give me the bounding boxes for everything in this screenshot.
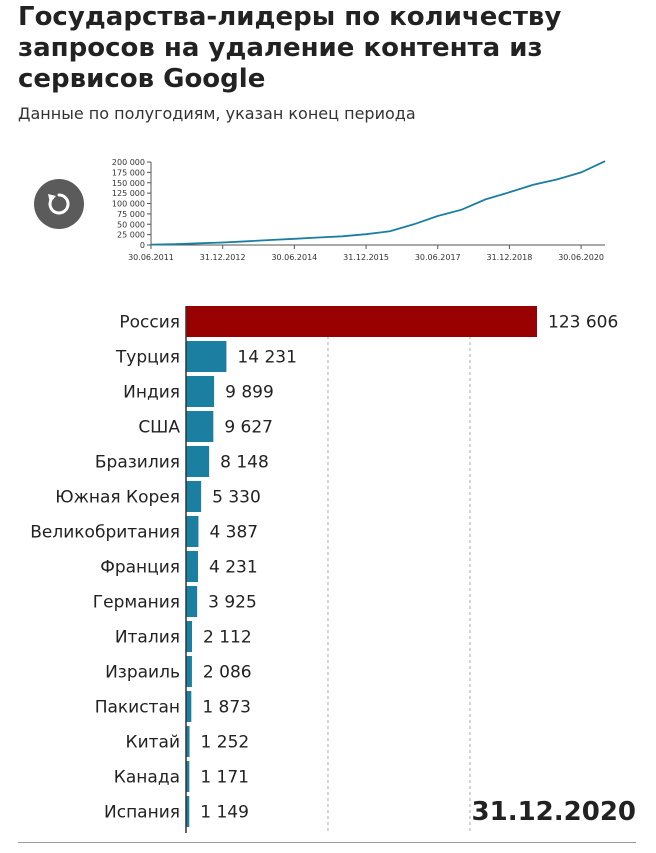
bar-7 xyxy=(186,551,199,582)
bar-chart: Россия 123 606 Турция 14 231 Индия 9 899 США 9 … xyxy=(30,306,618,833)
category-label: Германия xyxy=(93,593,180,613)
timeline-x-tick-label: 30.06.2017 xyxy=(415,253,461,262)
bar-2 xyxy=(186,376,215,407)
value-label: 14 231 xyxy=(237,348,296,368)
value-label: 3 925 xyxy=(208,593,257,613)
value-label: 123 606 xyxy=(548,313,618,333)
bar-5 xyxy=(186,481,202,512)
category-label: Канада xyxy=(114,768,180,788)
category-label: Индия xyxy=(123,383,180,403)
bar-1 xyxy=(186,341,227,372)
timeline-series-line xyxy=(150,160,606,246)
value-label: 9 627 xyxy=(224,418,273,438)
timeline-y-tick-label: 200 000 xyxy=(112,158,145,167)
timeline-x-tick-label: 31.12.2012 xyxy=(200,253,246,262)
timeline-y-tick-label: 125 000 xyxy=(112,189,145,198)
category-label: Пакистан xyxy=(95,698,180,718)
category-label: Южная Корея xyxy=(55,488,180,508)
category-label: Франция xyxy=(100,558,180,578)
timeline-y-tick-label: 0 xyxy=(140,241,145,250)
replay-button[interactable] xyxy=(34,179,84,229)
category-label: Китай xyxy=(126,733,181,753)
bar-8 xyxy=(186,586,198,617)
value-label: 8 148 xyxy=(220,453,269,473)
value-label: 1 873 xyxy=(202,698,251,718)
value-label: 5 330 xyxy=(212,488,261,508)
category-label: Бразилия xyxy=(95,453,180,473)
category-label: Великобритания xyxy=(30,523,180,543)
value-label: 4 387 xyxy=(209,523,258,543)
category-label: Израиль xyxy=(105,663,180,683)
timeline-y-tick-label: 75 000 xyxy=(117,210,145,219)
bar-11 xyxy=(186,691,192,722)
bar-9 xyxy=(186,621,192,652)
bar-10 xyxy=(186,656,192,687)
timeline-x-tick-label: 31.12.2015 xyxy=(343,253,389,262)
bar-12 xyxy=(186,726,190,757)
timeline-x-tick-label: 31.12.2018 xyxy=(487,253,533,262)
bar-6 xyxy=(186,516,199,547)
timeline-y-tick-label: 25 000 xyxy=(117,231,145,240)
category-label: Испания xyxy=(104,803,180,823)
chart-subtitle: Данные по полугодиям, указан конец перио… xyxy=(18,104,416,123)
bottom-divider xyxy=(18,842,636,843)
bar-4 xyxy=(186,446,210,477)
replay-icon xyxy=(48,193,70,215)
timeline-y-tick-label: 50 000 xyxy=(117,220,145,229)
period-label: 31.12.2020 xyxy=(471,797,636,827)
bar-14 xyxy=(186,796,190,827)
timeline-y-tick-label: 175 000 xyxy=(112,168,145,177)
value-label: 9 899 xyxy=(225,383,274,403)
value-label: 1 171 xyxy=(200,768,249,788)
value-label: 4 231 xyxy=(209,558,258,578)
bar-0 xyxy=(186,306,537,337)
chart-title: Государства-лидеры по количеству запросо… xyxy=(18,2,562,94)
value-label: 2 112 xyxy=(203,628,252,648)
timeline-x-tick-label: 30.06.2014 xyxy=(271,253,317,262)
category-label: Россия xyxy=(119,313,180,333)
timeline-y-tick-label: 150 000 xyxy=(112,179,145,188)
category-label: Италия xyxy=(115,628,180,648)
bar-3 xyxy=(186,411,214,442)
value-label: 1 149 xyxy=(200,803,249,823)
bar-13 xyxy=(186,761,190,792)
category-label: США xyxy=(138,418,180,438)
timeline-y-tick-label: 100 000 xyxy=(112,200,145,209)
timeline-x-tick-label: 30.06.2020 xyxy=(558,253,604,262)
timeline-x-tick-label: 30.06.2011 xyxy=(128,253,174,262)
category-label: Турция xyxy=(115,348,180,368)
value-label: 2 086 xyxy=(203,663,252,683)
value-label: 1 252 xyxy=(201,733,250,753)
